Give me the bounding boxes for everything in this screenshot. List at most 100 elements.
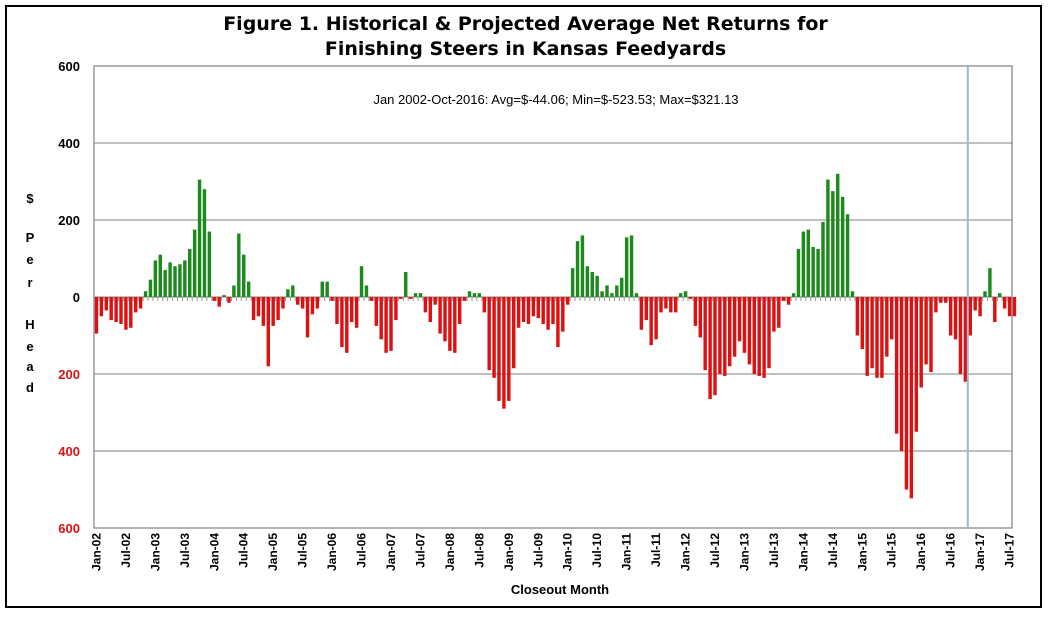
bar [359, 266, 364, 297]
bar [138, 297, 143, 309]
bar [335, 297, 339, 324]
y-tick-labels: 600 400 200 0 200 400 600 [58, 59, 80, 536]
bar [502, 297, 506, 409]
y-tick-label: 600 [58, 521, 80, 536]
x-tick-label: Jan-15 [855, 533, 869, 571]
bar [899, 297, 904, 451]
bar [757, 297, 761, 376]
bar [580, 235, 585, 297]
bar [202, 189, 207, 297]
bar [271, 297, 275, 326]
x-tick-label: Jul-13 [767, 533, 781, 568]
bar [428, 297, 432, 323]
x-tick-labels: Jan-02 Jul-02 Jan-03 Jul-03 Jan-04 Jul-04 Jan-… [89, 533, 1016, 571]
bar [590, 271, 594, 297]
y-label-letter: $ [26, 191, 34, 206]
bar [610, 293, 614, 297]
bar [438, 297, 442, 334]
bar [453, 297, 457, 353]
bar [379, 297, 383, 340]
bar [296, 297, 300, 305]
bar [526, 297, 531, 324]
bar [688, 297, 693, 299]
bar [904, 297, 909, 490]
bar [718, 297, 722, 374]
bar [104, 297, 108, 311]
bar [929, 297, 933, 373]
bar [762, 297, 766, 378]
bar [286, 289, 290, 297]
bar [978, 297, 982, 317]
bar [909, 297, 914, 499]
y-tick-label: 400 [58, 136, 80, 151]
bar [698, 297, 702, 338]
bar [1012, 297, 1017, 317]
bar [723, 297, 727, 376]
bar [129, 297, 133, 328]
bar [148, 279, 153, 297]
bar [585, 266, 590, 297]
bar [600, 291, 604, 297]
bar [713, 297, 717, 396]
bar [747, 297, 752, 365]
bar [251, 297, 256, 321]
bar [512, 297, 516, 369]
bar [153, 260, 158, 297]
bar [109, 297, 113, 321]
bar [477, 293, 482, 297]
x-tick-label: Jan-07 [384, 533, 398, 571]
bar [497, 297, 501, 401]
bar [826, 179, 830, 297]
x-tick-label: Jan-16 [914, 533, 928, 571]
bar [737, 297, 742, 342]
bar [840, 196, 845, 297]
bar [448, 297, 452, 351]
bar [654, 297, 658, 340]
bar [232, 285, 236, 297]
bar [772, 297, 776, 332]
bar [880, 297, 884, 378]
x-tick-label: Jan-09 [502, 533, 516, 571]
y-tick-label: 600 [58, 59, 80, 74]
y-label-letter: a [26, 359, 34, 374]
y-label-letter: e [26, 339, 33, 354]
bar [811, 246, 815, 297]
y-label-letter: d [26, 380, 34, 395]
bar [570, 268, 575, 297]
x-tick-label: Jan-13 [737, 533, 751, 571]
x-tick-label: Jul-08 [472, 533, 486, 568]
bar [855, 297, 860, 336]
bar [624, 237, 629, 297]
x-tick-label: Jul-10 [590, 533, 604, 568]
x-tick-label: Jan-10 [561, 533, 575, 571]
bar [183, 260, 187, 297]
bar [963, 297, 968, 382]
bar [703, 297, 707, 371]
bar [678, 293, 683, 297]
bar [821, 221, 825, 297]
x-tick-label: Jan-05 [266, 533, 280, 571]
bar [664, 297, 668, 309]
bar [669, 297, 673, 313]
bar [350, 297, 354, 323]
bar [482, 297, 486, 313]
bar [752, 297, 756, 374]
bar [983, 291, 987, 297]
bar [227, 297, 231, 303]
x-tick-label: Jul-02 [119, 533, 133, 568]
bar [340, 297, 344, 348]
bar [163, 270, 167, 297]
bar [767, 297, 771, 369]
bar [605, 285, 609, 297]
x-tick-label: Jan-17 [973, 533, 987, 571]
x-tick-label: Jul-07 [413, 533, 427, 568]
bar [993, 297, 997, 323]
bar [217, 297, 221, 307]
bar [404, 271, 408, 297]
bar [423, 297, 428, 313]
bar [791, 293, 796, 297]
bar [595, 275, 599, 297]
bar [462, 297, 467, 301]
x-tick-label: Jan-04 [207, 533, 221, 571]
